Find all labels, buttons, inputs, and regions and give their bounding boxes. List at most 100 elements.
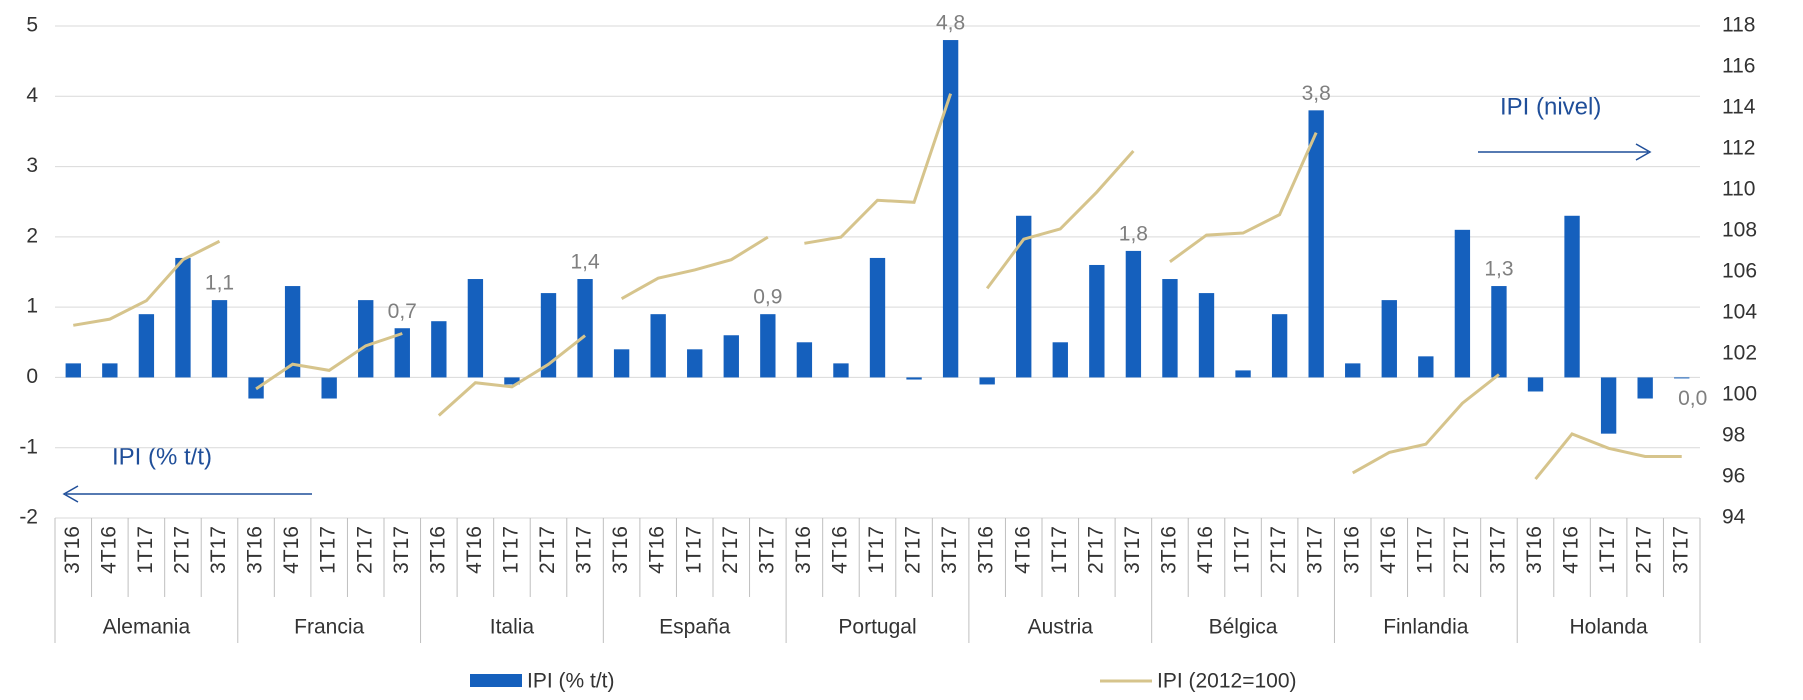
bar bbox=[1454, 229, 1471, 378]
line bbox=[437, 334, 586, 417]
x-tick-label: 2T17 bbox=[536, 526, 559, 574]
bar bbox=[1674, 377, 1690, 379]
x-tick-label: 1T17 bbox=[1048, 526, 1071, 574]
y-tick-label: 1 bbox=[26, 295, 38, 318]
bar bbox=[65, 363, 81, 378]
bar bbox=[431, 321, 447, 378]
x-tick-label: 3T17 bbox=[1669, 526, 1692, 574]
bar bbox=[1600, 377, 1617, 434]
line bbox=[73, 239, 221, 327]
bar bbox=[1527, 377, 1544, 392]
x-tick-label: 3T16 bbox=[244, 526, 267, 574]
x-tick-label: 1T17 bbox=[1413, 526, 1436, 574]
x-tick-label: 3T17 bbox=[573, 526, 596, 574]
x-tick-label: 4T16 bbox=[280, 526, 303, 574]
legend-swatch bbox=[470, 674, 522, 687]
bar bbox=[284, 286, 301, 378]
y2-tick-label: 106 bbox=[1722, 260, 1757, 283]
x-tick-label: 1T17 bbox=[1596, 526, 1619, 574]
bar bbox=[102, 363, 118, 378]
bar bbox=[504, 377, 520, 385]
arrow-head bbox=[62, 485, 79, 503]
data-label: 0,7 bbox=[388, 300, 417, 323]
y2-tick-label: 108 bbox=[1722, 219, 1757, 242]
x-tick-label: 4T16 bbox=[1011, 526, 1034, 574]
y2-tick-label: 96 bbox=[1722, 465, 1745, 488]
bar bbox=[833, 363, 849, 378]
y2-tick-label: 116 bbox=[1722, 55, 1755, 78]
x-tick-label: 2T17 bbox=[902, 526, 925, 574]
y2-tick-label: 98 bbox=[1722, 424, 1745, 447]
bar bbox=[1564, 215, 1580, 378]
y2-tick-label: 104 bbox=[1722, 301, 1757, 324]
y2-tick-label: 114 bbox=[1722, 96, 1756, 119]
y2-tick-label: 110 bbox=[1722, 178, 1755, 201]
x-tick-label: 3T17 bbox=[755, 526, 778, 574]
bar bbox=[211, 300, 228, 378]
bar bbox=[175, 257, 191, 378]
line bbox=[1351, 373, 1500, 475]
x-tick-label: 1T17 bbox=[865, 526, 888, 574]
arrow-head bbox=[1635, 143, 1652, 161]
x-tick-label: 3T17 bbox=[1486, 526, 1509, 574]
group-label: Bélgica bbox=[1209, 616, 1278, 639]
x-tick-label: 1T17 bbox=[1231, 526, 1254, 574]
bar bbox=[358, 300, 374, 378]
x-tick-label: 3T17 bbox=[938, 526, 961, 574]
bar bbox=[138, 314, 155, 378]
x-tick-label: 2T17 bbox=[1450, 526, 1473, 574]
x-tick-label: 4T16 bbox=[828, 526, 851, 574]
y2-tick-label: 100 bbox=[1722, 383, 1757, 406]
data-label: 4,8 bbox=[936, 12, 965, 35]
group-label: Italia bbox=[490, 616, 535, 639]
bar bbox=[613, 349, 630, 378]
bar bbox=[577, 279, 593, 378]
x-tick-label: 3T16 bbox=[1157, 526, 1180, 574]
bar bbox=[1089, 264, 1105, 378]
group-label: Holanda bbox=[1569, 616, 1648, 639]
bar bbox=[869, 257, 886, 378]
bar bbox=[467, 279, 484, 378]
x-tick-label: 4T16 bbox=[1560, 526, 1583, 574]
group-label: Finlandia bbox=[1383, 616, 1469, 639]
bar bbox=[1162, 279, 1178, 378]
data-label: 0,9 bbox=[753, 286, 782, 309]
x-tick-label: 2T17 bbox=[719, 526, 742, 574]
x-tick-label: 4T16 bbox=[646, 526, 669, 574]
line bbox=[985, 150, 1135, 290]
data-label: 1,4 bbox=[570, 251, 600, 274]
x-tick-label: 3T16 bbox=[975, 526, 998, 574]
line bbox=[255, 332, 403, 391]
x-tick-label: 4T16 bbox=[1194, 526, 1217, 574]
bar bbox=[1308, 110, 1324, 378]
y-tick-label: -1 bbox=[19, 435, 38, 458]
x-tick-label: 2T17 bbox=[1633, 526, 1656, 574]
y-tick-label: 2 bbox=[26, 224, 38, 247]
x-tick-label: 1T17 bbox=[317, 526, 340, 574]
x-tick-label: 3T16 bbox=[792, 526, 815, 574]
bar bbox=[687, 349, 703, 378]
group-label: Alemania bbox=[103, 616, 191, 639]
bar bbox=[540, 293, 557, 378]
x-tick-label: 1T17 bbox=[682, 526, 705, 574]
data-label: 0,0 bbox=[1678, 387, 1707, 410]
bar bbox=[1491, 286, 1507, 378]
data-label: 1,3 bbox=[1484, 258, 1513, 281]
data-label: 3,8 bbox=[1302, 82, 1331, 105]
x-tick-label: 2T17 bbox=[1267, 526, 1290, 574]
x-tick-label: 1T17 bbox=[134, 526, 157, 574]
bar bbox=[1271, 314, 1288, 378]
x-tick-label: 3T16 bbox=[609, 526, 632, 574]
x-tick-label: 1T17 bbox=[499, 526, 522, 574]
bar bbox=[394, 328, 410, 378]
bar bbox=[1418, 356, 1434, 378]
bar bbox=[1052, 342, 1068, 378]
bar bbox=[760, 314, 776, 378]
y-tick-label: 5 bbox=[26, 14, 38, 37]
group-label: Portugal bbox=[838, 616, 916, 639]
group-label: Francia bbox=[294, 616, 364, 639]
bar bbox=[1381, 300, 1397, 378]
y2-tick-label: 94 bbox=[1722, 506, 1746, 529]
bar bbox=[1016, 215, 1032, 378]
legend-label: IPI (2012=100) bbox=[1157, 670, 1297, 693]
